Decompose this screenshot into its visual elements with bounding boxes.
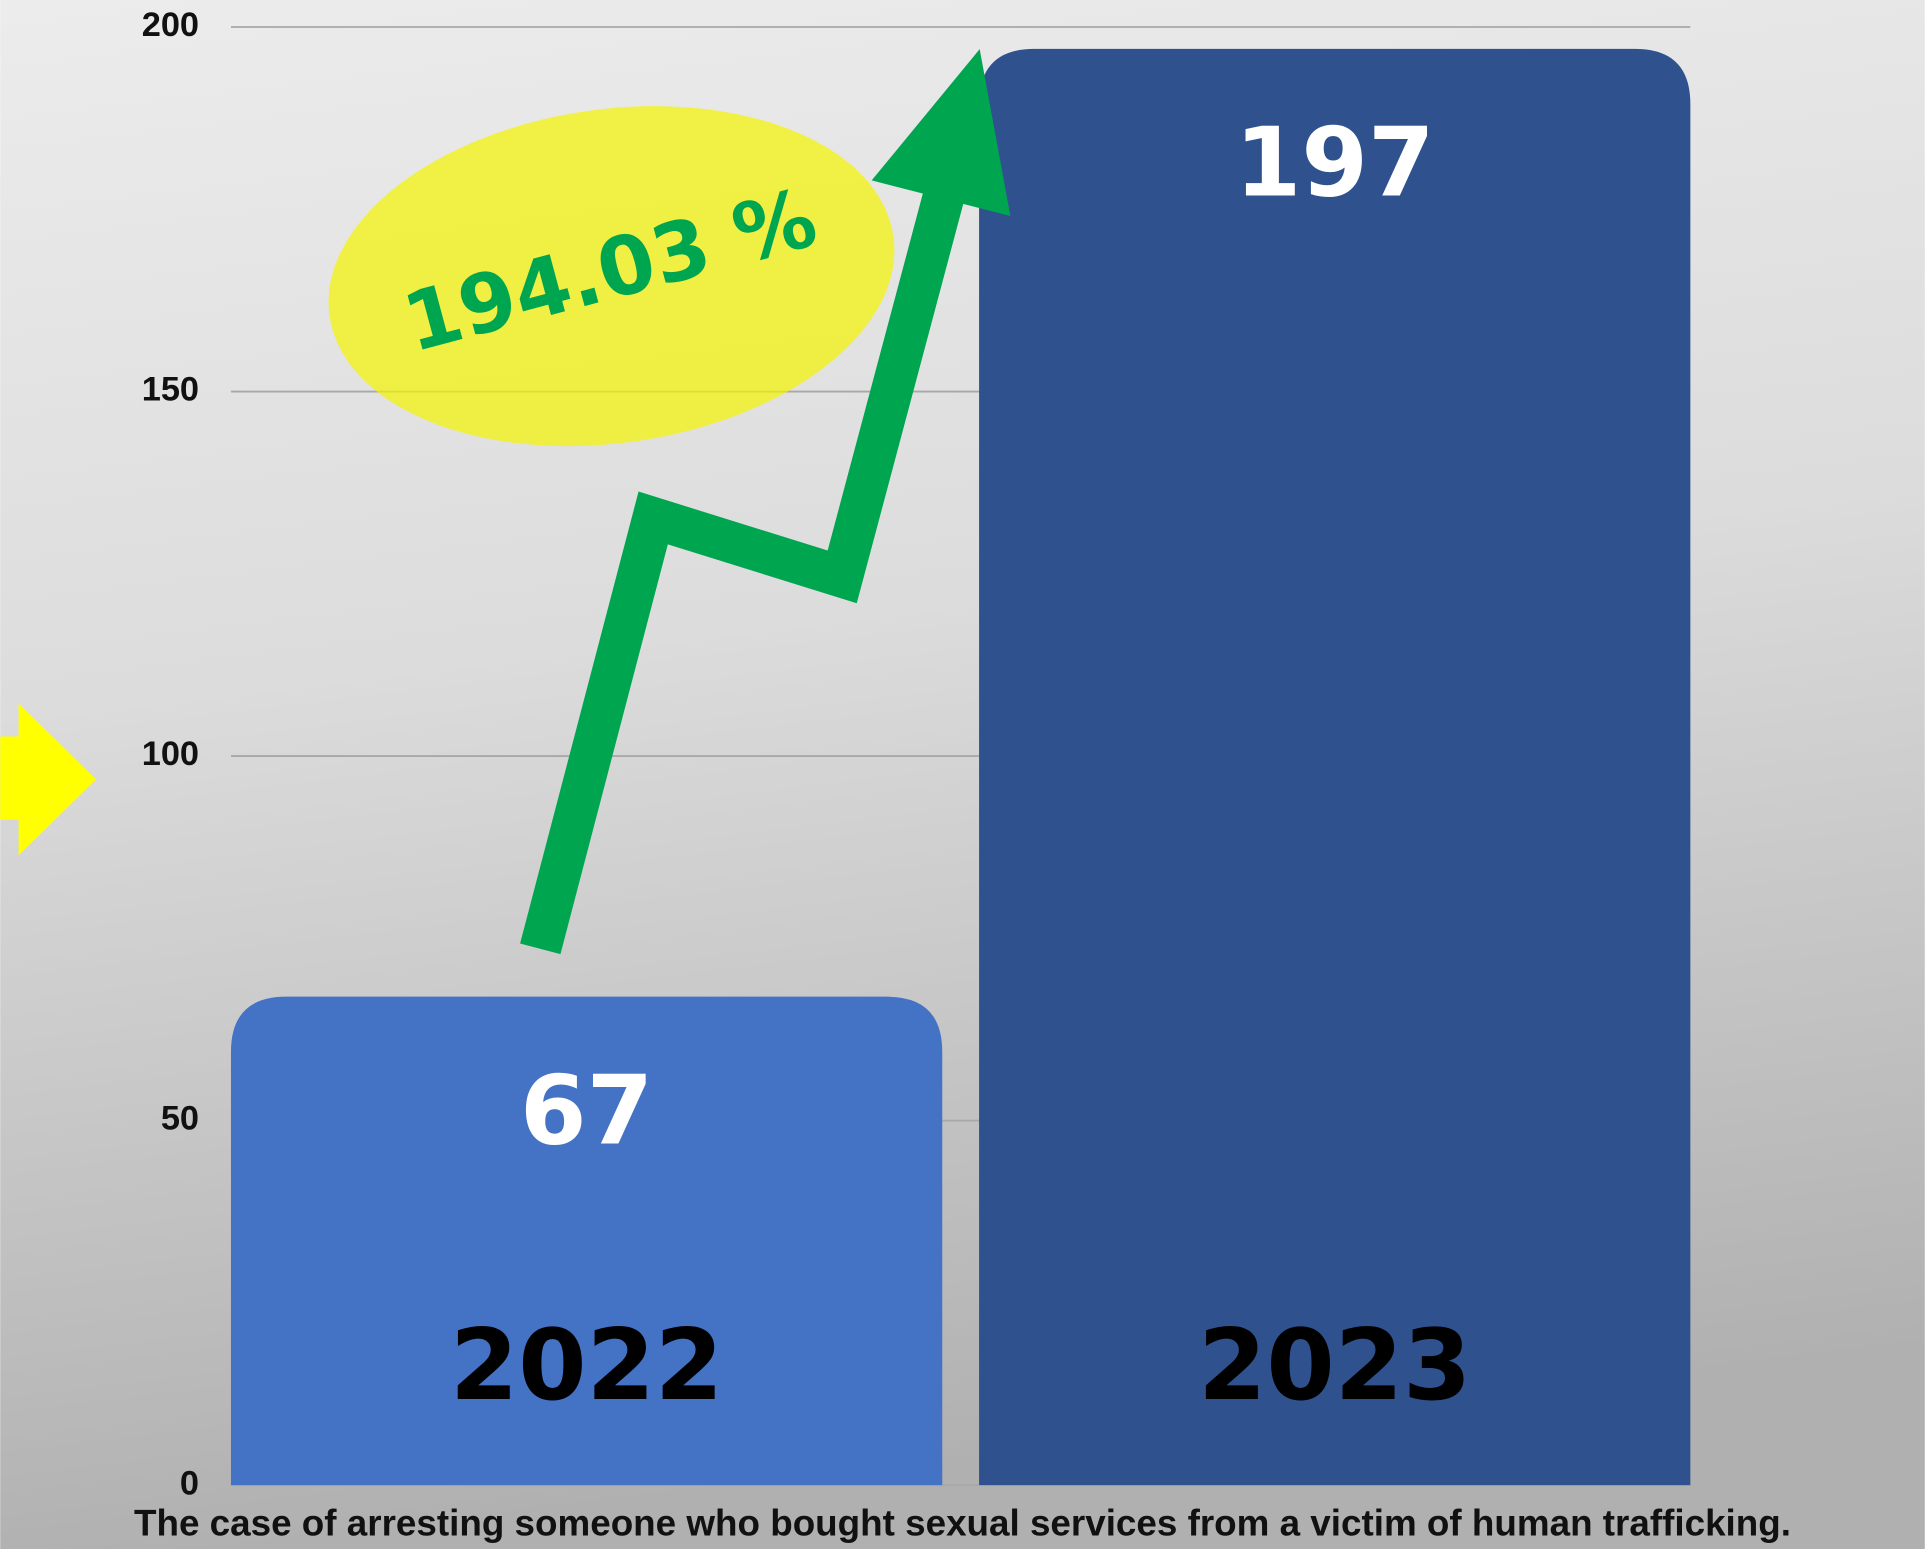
y-tick-label: 100 xyxy=(142,735,199,773)
value-label: 67 xyxy=(520,1054,653,1166)
y-tick-label: 50 xyxy=(161,1100,199,1138)
x-tick-label: 2022 xyxy=(450,1309,723,1423)
grid: 0 50 100 150 200 xyxy=(142,6,1691,1502)
bar xyxy=(230,996,943,1486)
highlight-ellipse xyxy=(328,106,895,447)
trend-arrow xyxy=(520,129,981,955)
y-tick-label: 200 xyxy=(142,6,199,44)
caption: The case of arresting someone who bought… xyxy=(134,1502,1791,1543)
trend-arrowhead xyxy=(871,49,1011,217)
bars: 67 2022 197 2023 xyxy=(230,48,1691,1486)
decor-arrow xyxy=(0,703,96,856)
bar xyxy=(979,48,1691,1486)
y-tick-label: 0 xyxy=(180,1464,199,1502)
value-label: 197 xyxy=(1235,107,1435,219)
annotation-group: 194.03 % xyxy=(328,49,1011,955)
x-tick-label: 2023 xyxy=(1198,1309,1471,1423)
y-tick-label: 150 xyxy=(142,371,199,409)
